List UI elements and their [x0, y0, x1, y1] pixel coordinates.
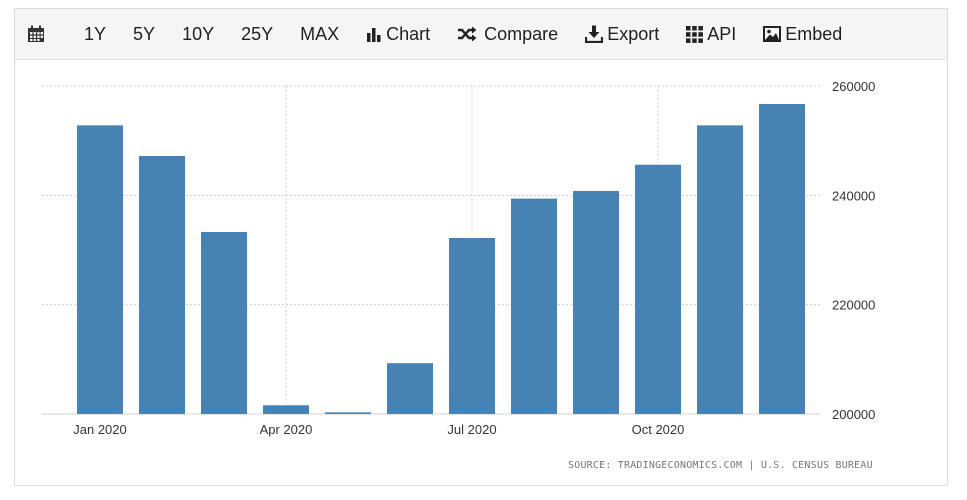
bar-sep-2020: [573, 190, 619, 414]
x-tick-label: Oct 2020: [632, 422, 685, 437]
api-label: API: [707, 23, 737, 44]
bar-aug-2020: [511, 198, 557, 414]
range-10y-label: 10Y: [182, 23, 215, 44]
y-tick-label: 220000: [832, 298, 875, 313]
bar-jul-2020: [449, 237, 495, 414]
embed-label: Embed: [785, 23, 843, 44]
export-label: Export: [607, 23, 660, 44]
bar-apr-2020: [263, 405, 309, 414]
bar-may-2020: [325, 412, 371, 414]
bar-oct-2020: [635, 164, 681, 414]
bar-jan-2020: [77, 125, 123, 415]
y-tick-label: 200000: [832, 407, 875, 422]
bar-feb-2020: [139, 155, 185, 414]
range-5y-button[interactable]: 5Y: [133, 9, 155, 60]
calendar-button[interactable]: [27, 9, 49, 60]
bar-mar-2020: [201, 231, 247, 414]
image-icon: [763, 26, 782, 42]
range-25y-label: 25Y: [241, 23, 274, 44]
compare-button[interactable]: Compare: [457, 9, 558, 60]
embed-button[interactable]: Embed: [763, 9, 842, 60]
compare-label: Compare: [484, 23, 559, 44]
range-5y-label: 5Y: [133, 23, 156, 44]
bar-nov-2020: [697, 125, 743, 415]
bar-jun-2020: [387, 363, 433, 414]
x-tick-label: Jul 2020: [447, 422, 496, 437]
x-tick-label: Jan 2020: [73, 422, 127, 437]
shuffle-icon: [457, 26, 477, 42]
calendar-icon: [27, 25, 45, 43]
range-10y-button[interactable]: 10Y: [182, 9, 214, 60]
download-icon: [585, 25, 604, 43]
range-max-button[interactable]: MAX: [300, 9, 339, 60]
chart-label: Chart: [386, 23, 431, 44]
range-1y-label: 1Y: [84, 23, 107, 44]
y-tick-label: 260000: [832, 79, 875, 94]
source-note: SOURCE: TRADINGECONOMICS.COM | U.S. CENS…: [568, 460, 873, 471]
toolbar: 1Y 5Y 10Y 25Y MAX Chart Compare Export: [15, 9, 947, 60]
x-tick-label: Apr 2020: [260, 422, 313, 437]
range-1y-button[interactable]: 1Y: [84, 9, 106, 60]
bar-dec-2020: [759, 104, 805, 414]
api-button[interactable]: API: [686, 9, 736, 60]
export-button[interactable]: Export: [585, 9, 659, 60]
range-max-label: MAX: [300, 23, 340, 44]
chart-button[interactable]: Chart: [366, 9, 430, 60]
grid-icon: [686, 25, 704, 43]
bar-chart-icon: [366, 26, 382, 42]
range-25y-button[interactable]: 25Y: [241, 9, 273, 60]
y-tick-label: 240000: [832, 188, 875, 203]
